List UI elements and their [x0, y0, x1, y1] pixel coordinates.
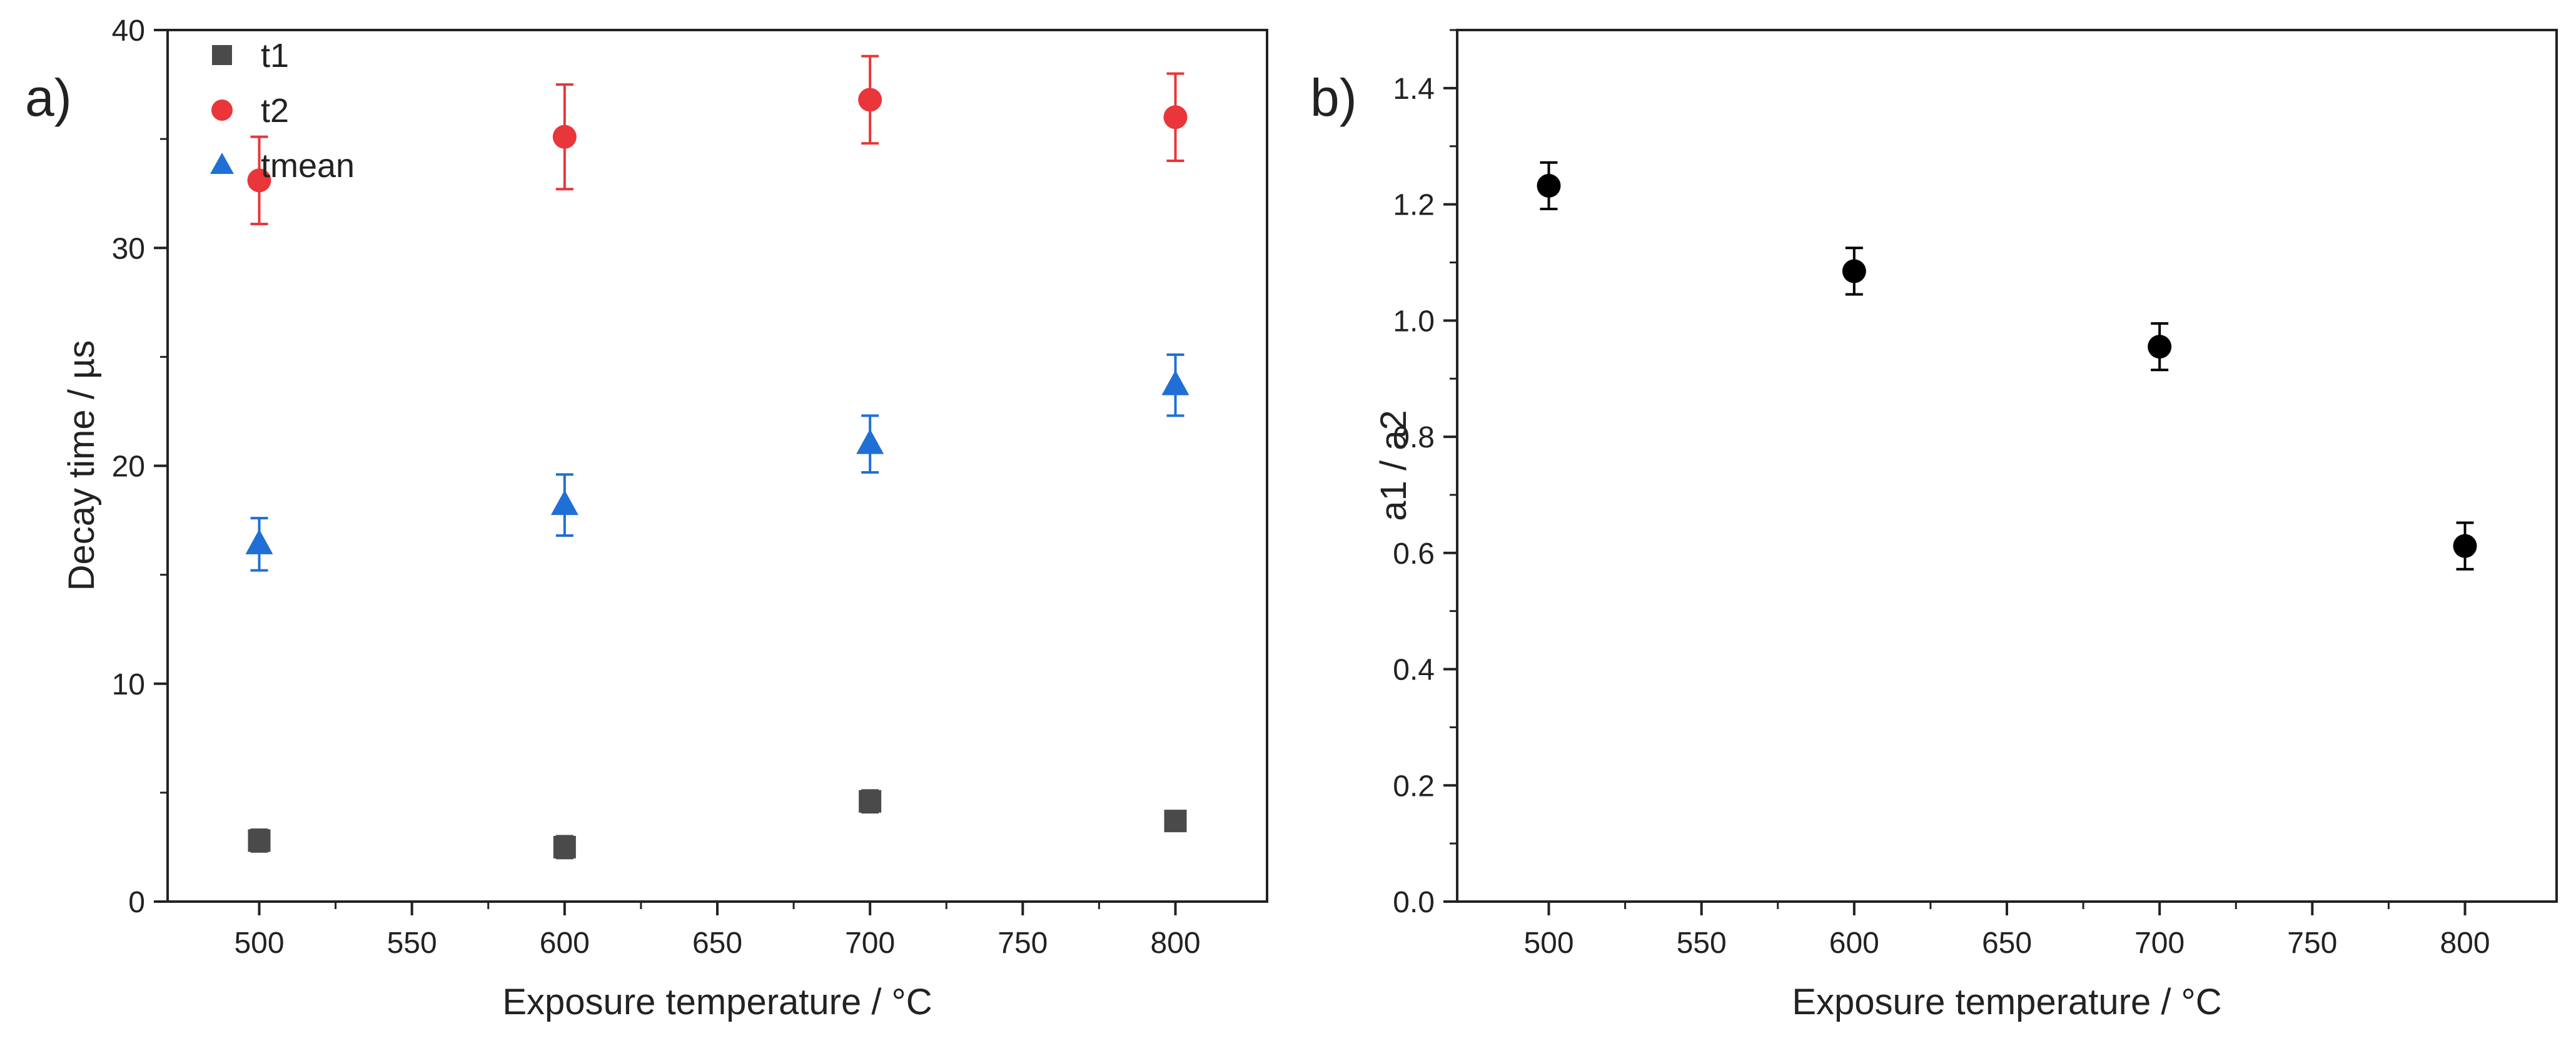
legend-item: t1 — [212, 37, 289, 74]
panel-b-y-axis-label: a1 / a2 — [1373, 410, 1414, 521]
data-point — [550, 490, 578, 516]
panel-a-series-t1 — [248, 789, 1187, 860]
panel-a-y-tick-label: 0 — [128, 886, 145, 919]
data-point — [856, 429, 884, 454]
panel-b-label: b) — [1310, 68, 1357, 127]
panel-a-x-tick-label: 550 — [387, 927, 437, 960]
panel-b-amplitude-ratio-chart: b) Exposure temperature / °C a1 / a2 500… — [1310, 29, 2558, 1022]
panel-b-y-ticks: 0.0 0.2 0.4 0.6 0.8 1.0 1.2 1.4 — [1393, 29, 1457, 919]
panel-a-data-marks — [245, 54, 1190, 860]
panel-b-x-tick-label: 600 — [1829, 927, 1879, 960]
data-point — [552, 125, 577, 149]
panel-b-x-tick-label: 550 — [1677, 927, 1727, 960]
panel-b-x-tick-label: 750 — [2287, 927, 2337, 960]
panel-b-y-tick-label: 1.0 — [1393, 305, 1435, 338]
panel-b-data-marks — [1537, 161, 2477, 571]
legend-label: tmean — [261, 147, 355, 185]
legend-marker — [210, 153, 234, 174]
data-point — [1161, 370, 1190, 395]
panel-a-y-tick-label: 10 — [112, 668, 145, 701]
data-point — [1164, 810, 1187, 833]
panel-b-y-tick-label: 0.4 — [1393, 654, 1435, 687]
panel-a-x-tick-label: 500 — [234, 927, 284, 960]
panel-b-x-tick-label: 800 — [2440, 927, 2490, 960]
panel-b-x-tick-label: 500 — [1523, 927, 1573, 960]
panel-b-y-tick-label: 1.4 — [1393, 73, 1435, 106]
panel-a-x-axis-label: Exposure temperature / °C — [502, 982, 932, 1022]
panel-b-x-ticks: 500 550 600 650 700 750 800 — [1523, 902, 2490, 960]
panel-a-series-t2 — [247, 54, 1188, 225]
panel-b-y-tick-label: 0.8 — [1393, 421, 1435, 454]
data-point — [2148, 335, 2172, 359]
legend-item: t2 — [211, 92, 289, 130]
data-point — [553, 835, 576, 858]
panel-b-y-tick-label: 0.0 — [1393, 886, 1435, 919]
panel-a-x-ticks: 500 550 600 650 700 750 800 — [234, 902, 1201, 960]
panel-a-y-ticks: 0 10 20 30 40 — [112, 14, 168, 919]
panel-b-y-tick-label: 0.2 — [1393, 770, 1435, 803]
panel-a-x-tick-label: 800 — [1150, 927, 1200, 960]
panel-a-y-tick-label: 40 — [112, 14, 145, 48]
legend-label: t2 — [261, 92, 289, 130]
panel-b-x-axis-label: Exposure temperature / °C — [1792, 982, 2221, 1022]
legend-marker — [211, 99, 233, 121]
legend-marker — [212, 45, 232, 65]
data-point — [1163, 105, 1188, 130]
panel-a-label: a) — [25, 68, 72, 127]
data-point — [248, 829, 271, 852]
data-point — [247, 168, 271, 193]
panel-a-x-tick-label: 650 — [692, 927, 742, 960]
data-point — [2453, 534, 2477, 558]
panel-a-legend: t1 t2 tmean — [210, 37, 355, 185]
panel-a-series-tmean — [245, 353, 1190, 572]
panel-b-x-tick-label: 650 — [1982, 927, 2032, 960]
data-point — [858, 88, 882, 112]
panel-b-x-tick-label: 700 — [2134, 927, 2185, 960]
panel-a-x-tick-label: 750 — [998, 927, 1048, 960]
legend-item: tmean — [210, 147, 355, 185]
panel-a-decay-time-chart: a) Exposure temperature / °C Decay time … — [25, 14, 1268, 1022]
panel-b-y-tick-label: 0.6 — [1393, 537, 1435, 571]
panel-a-x-tick-label: 700 — [845, 927, 895, 960]
data-point — [1842, 259, 1866, 283]
panel-b-series-a1-a2 — [1537, 161, 2477, 571]
panel-b-y-tick-label: 1.2 — [1393, 189, 1435, 222]
legend-label: t1 — [261, 37, 289, 74]
data-point — [1537, 173, 1561, 198]
panel-a-y-tick-label: 30 — [112, 232, 145, 265]
data-point — [245, 529, 273, 554]
panel-a-x-tick-label: 600 — [540, 927, 590, 960]
panel-a-y-axis-label: Decay time / µs — [61, 340, 102, 591]
data-point — [859, 790, 882, 813]
panel-a-y-tick-label: 20 — [112, 450, 145, 484]
panel-b-plot-frame — [1456, 29, 2558, 903]
